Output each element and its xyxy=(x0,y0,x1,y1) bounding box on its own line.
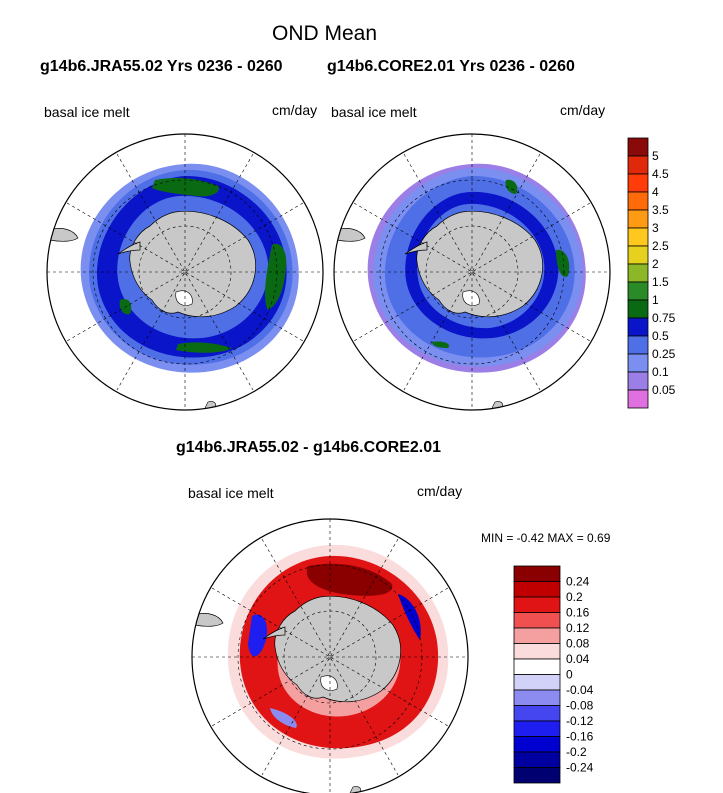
map3 xyxy=(191,518,469,793)
map1-peninsula xyxy=(117,241,141,255)
page-title: OND Mean xyxy=(272,22,378,45)
colorbar-top-tick-label: 1.5 xyxy=(652,275,669,289)
colorbar-diff-swatch xyxy=(513,658,561,675)
map1-gridlines xyxy=(47,134,323,410)
colorbar-diff-tick-label: -0.04 xyxy=(566,683,594,697)
colorbar-top-tick-label: 4.5 xyxy=(652,167,669,181)
colorbar-top-swatch xyxy=(627,371,649,391)
colorbar-top-tick-label: 5 xyxy=(652,149,659,163)
colorbar-top-tick-label: 0.25 xyxy=(652,347,676,361)
map2-antarctica xyxy=(416,210,543,318)
colorbar-top-swatch xyxy=(627,281,649,301)
colorbar-diff-swatch xyxy=(513,565,561,582)
diff-title: g14b6.JRA55.02 - g14b6.CORE2.01 xyxy=(176,439,442,456)
colorbar-top-swatch xyxy=(627,353,649,373)
colorbar-top-swatch xyxy=(627,263,649,283)
colorbar-top-tick-label: 2.5 xyxy=(652,239,669,253)
map3-peninsula xyxy=(262,626,286,640)
minmax-label: MIN = -0.42 MAX = 0.69 xyxy=(481,531,611,545)
map3-ross-shelf xyxy=(320,675,338,691)
colorbar-diff-tick-label: 0.16 xyxy=(566,606,590,620)
map3-antarctica xyxy=(274,595,401,703)
colorbar-top-swatch xyxy=(627,155,649,175)
map1-green-ross xyxy=(176,342,232,353)
map1-right-label: cm/day xyxy=(272,102,318,118)
colorbar-top: 5 4.5 4 3.5 3 2.5 2 1.5 1 0.75 0.5 0.25 0.1 0.05 xyxy=(627,137,676,409)
colorbar-diff-tick-label: -0.08 xyxy=(566,699,594,713)
map3-blue-west xyxy=(248,614,268,657)
colorbar-diff-swatch xyxy=(513,767,561,784)
map2-green-ross xyxy=(432,341,450,348)
map2-south-america xyxy=(336,228,366,242)
map2-green-east xyxy=(556,249,570,277)
colorbar-diff: 0.240.2 0.160.12 0.080.04 0-0.04 -0.08-0.12 -… xyxy=(513,565,594,784)
colorbar-diff-swatch xyxy=(513,643,561,660)
map1-green-weddell xyxy=(152,178,219,197)
colorbar-diff-tick-label: 0.04 xyxy=(566,652,590,666)
map1-south-america xyxy=(49,228,79,242)
colorbar-diff-swatch xyxy=(513,612,561,629)
colorbar-top-swatch xyxy=(627,317,649,337)
colorbar-diff-tick-label: 0.24 xyxy=(566,575,590,589)
colorbar-diff-tick-label: 0.2 xyxy=(566,590,583,604)
colorbar-top-swatch xyxy=(627,245,649,265)
map3-blue-east xyxy=(398,594,421,640)
colorbar-top-swatch xyxy=(627,227,649,247)
colorbar-diff-swatch xyxy=(513,627,561,644)
subtitle-left: g14b6.JRA55.02 Yrs 0236 - 0260 xyxy=(40,58,283,75)
colorbar-diff-swatch xyxy=(513,674,561,691)
colorbar-diff-swatch xyxy=(513,736,561,753)
map3-left-label: basal ice melt xyxy=(188,485,274,501)
map3-blue-south xyxy=(270,708,297,728)
map3-gridlines xyxy=(192,519,468,793)
colorbar-diff-tick-label: -0.24 xyxy=(566,761,594,775)
map3-south-america xyxy=(194,613,224,627)
colorbar-diff-tick-label: -0.2 xyxy=(566,745,587,759)
map1 xyxy=(46,133,324,411)
colorbar-top-swatch xyxy=(627,191,649,211)
colorbar-top-swatch xyxy=(627,173,649,193)
colorbar-top-tick-label: 0.5 xyxy=(652,329,669,343)
map2 xyxy=(333,133,611,411)
colorbar-diff-tick-label: 0 xyxy=(566,668,573,682)
colorbar-top-tick-label: 3 xyxy=(652,221,659,235)
colorbar-top-swatch xyxy=(627,209,649,229)
colorbar-diff-swatch xyxy=(513,689,561,706)
colorbar-diff-swatch xyxy=(513,596,561,613)
colorbar-top-tick-label: 0.1 xyxy=(652,365,669,379)
map2-ross-shelf xyxy=(462,290,480,306)
colorbar-top-swatch xyxy=(627,299,649,319)
colorbar-top-tick-label: 1 xyxy=(652,293,659,307)
map1-ross-shelf xyxy=(175,290,193,306)
map1-left-label: basal ice melt xyxy=(44,104,130,120)
colorbar-diff-tick-label: -0.12 xyxy=(566,714,594,728)
colorbar-top-tick-label: 4 xyxy=(652,185,659,199)
colorbar-diff-swatch xyxy=(513,705,561,722)
colorbar-diff-tick-label: 0.12 xyxy=(566,621,590,635)
map1-antarctica xyxy=(129,210,256,318)
map2-right-label: cm/day xyxy=(560,102,606,118)
map2-left-label: basal ice melt xyxy=(331,104,417,120)
colorbar-top-swatch xyxy=(627,335,649,355)
colorbar-top-swatch xyxy=(627,137,649,157)
colorbar-top-swatch xyxy=(627,389,649,409)
map3-darkred-ne xyxy=(306,563,393,596)
map2-peninsula xyxy=(404,241,428,255)
colorbar-diff-tick-label: 0.08 xyxy=(566,637,590,651)
colorbar-top-tick-label: 3.5 xyxy=(652,203,669,217)
subtitle-right: g14b6.CORE2.01 Yrs 0236 - 0260 xyxy=(327,58,575,75)
colorbar-diff-swatch xyxy=(513,751,561,768)
map2-gridlines xyxy=(334,134,610,410)
colorbar-diff-tick-label: -0.16 xyxy=(566,730,594,744)
colorbar-diff-swatch xyxy=(513,581,561,598)
colorbar-top-tick-label: 2 xyxy=(652,257,659,271)
map1-green-east xyxy=(265,243,287,310)
colorbar-top-tick-label: 0.75 xyxy=(652,311,676,325)
colorbar-top-tick-label: 0.05 xyxy=(652,383,676,397)
colorbar-diff-swatch xyxy=(513,720,561,737)
map3-right-label: cm/day xyxy=(417,483,463,499)
